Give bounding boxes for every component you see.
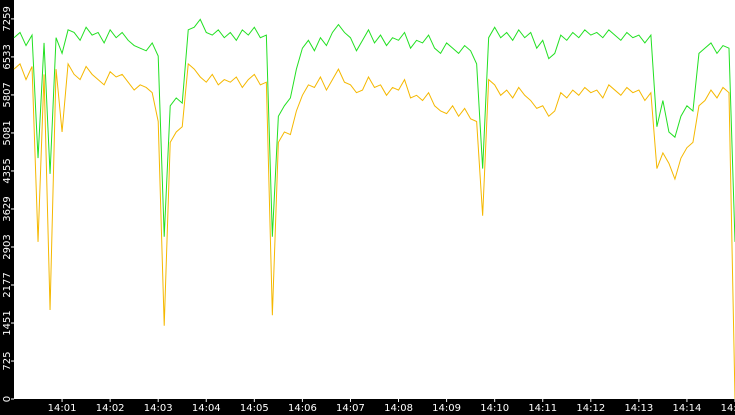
x-tick-label: 14:03 bbox=[144, 403, 173, 414]
x-tick-label: 14:14 bbox=[673, 403, 702, 414]
y-tick-label: 3629 bbox=[2, 196, 13, 221]
y-tick-label: 4355 bbox=[2, 158, 13, 183]
x-tick-label: 14:05 bbox=[240, 403, 269, 414]
x-tick-label: 14:10 bbox=[480, 403, 509, 414]
y-tick-label: 725 bbox=[2, 351, 13, 370]
y-tick-label: 2903 bbox=[2, 234, 13, 259]
y-tick-label: 6533 bbox=[2, 44, 13, 69]
series-line bbox=[13, 62, 735, 400]
x-tick-label: 14:15 bbox=[721, 403, 735, 414]
y-tick-label: 5081 bbox=[2, 120, 13, 145]
x-tick-label: 14:11 bbox=[528, 403, 557, 414]
y-tick-label: 5807 bbox=[2, 82, 13, 107]
x-tick-label: 14:12 bbox=[576, 403, 605, 414]
x-tick-label: 14:06 bbox=[288, 403, 317, 414]
x-tick-label: 14:13 bbox=[624, 403, 653, 414]
y-tick-label: 0 bbox=[2, 396, 13, 402]
y-tick-label: 2177 bbox=[2, 272, 13, 297]
y-tick-label: 1451 bbox=[2, 310, 13, 335]
x-tick-label: 14:09 bbox=[432, 403, 461, 414]
y-axis-strip bbox=[0, 0, 14, 415]
series-line bbox=[13, 18, 735, 242]
y-tick-label: 7259 bbox=[2, 6, 13, 31]
x-tick-label: 14:02 bbox=[96, 403, 125, 414]
x-axis-strip bbox=[0, 399, 735, 415]
x-tick-label: 14:04 bbox=[192, 403, 221, 414]
x-tick-label: 14:01 bbox=[48, 403, 77, 414]
x-tick-label: 14:07 bbox=[336, 403, 365, 414]
x-tick-label: 14:08 bbox=[384, 403, 413, 414]
